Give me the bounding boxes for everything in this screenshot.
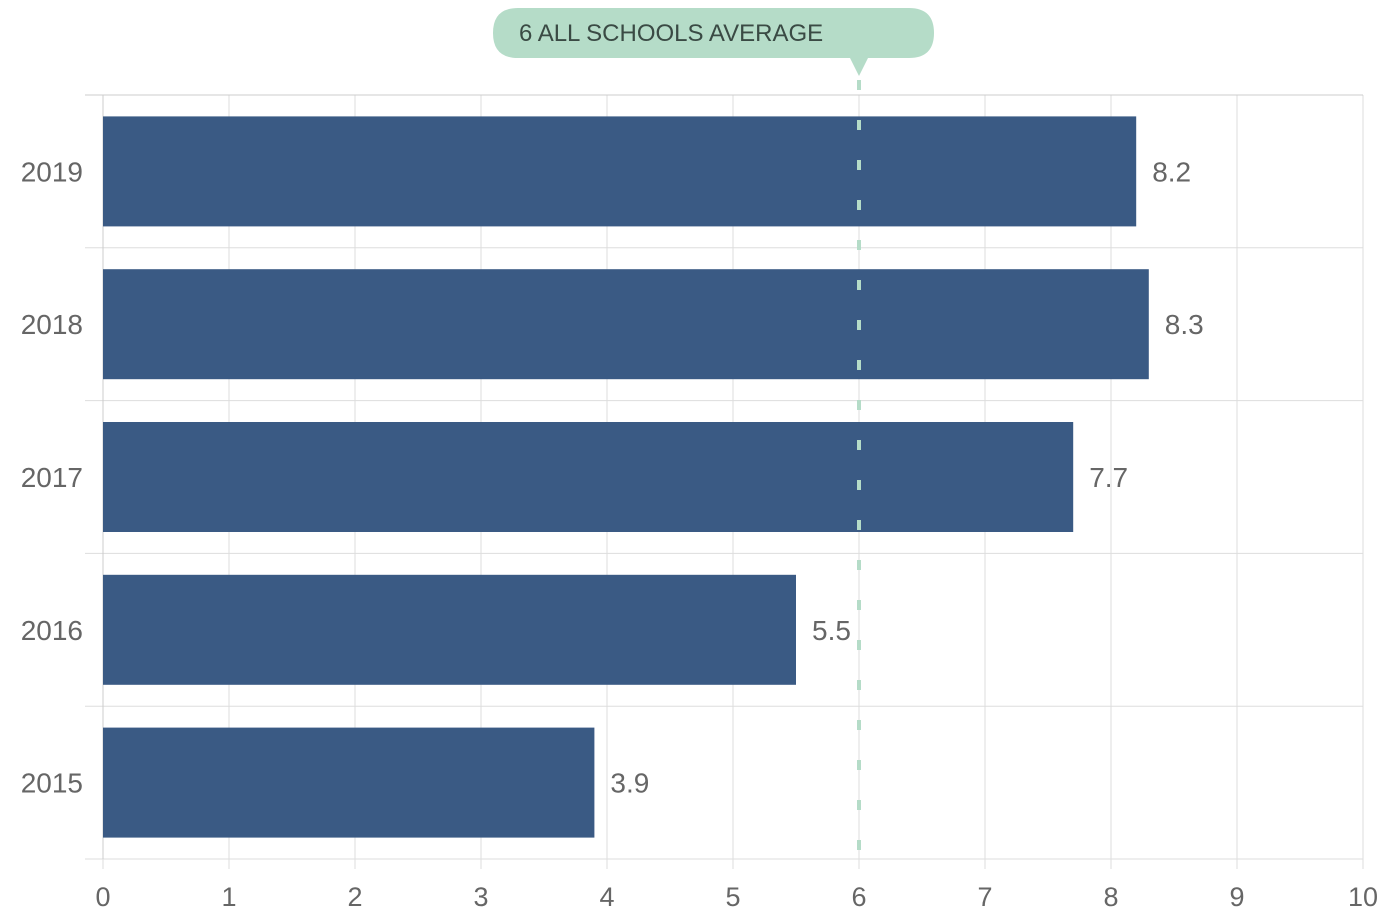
- category-label: 2017: [21, 462, 83, 493]
- x-tick-label: 4: [599, 882, 614, 912]
- value-label: 8.3: [1165, 309, 1204, 340]
- labels: 0 1 2 3 4 5 6 7 8 9 10 2019 8.2 2018 8.3 2017 7.7 2016 5.5…: [21, 156, 1378, 912]
- x-tick-label: 5: [725, 882, 740, 912]
- x-tick-label: 1: [221, 882, 236, 912]
- average-callout: 6 ALL SCHOOLS AVERAGE: [493, 8, 934, 76]
- x-tick-label: 6: [851, 882, 866, 912]
- average-callout-label: 6 ALL SCHOOLS AVERAGE: [519, 20, 823, 47]
- x-tick-label: 9: [1229, 882, 1244, 912]
- category-label: 2019: [21, 156, 83, 187]
- value-label: 8.2: [1152, 156, 1191, 187]
- value-label: 5.5: [812, 615, 851, 646]
- value-label: 7.7: [1089, 462, 1128, 493]
- value-label: 3.9: [610, 768, 649, 799]
- x-tick-label: 8: [1103, 882, 1118, 912]
- x-tick-label: 3: [473, 882, 488, 912]
- x-tick-label: 0: [95, 882, 110, 912]
- average-callout-bubble: [493, 8, 934, 76]
- bar-2018: [103, 269, 1149, 380]
- bars: [103, 116, 1149, 838]
- bar-2019: [103, 116, 1137, 227]
- bar-2017: [103, 422, 1074, 532]
- category-label: 2016: [21, 615, 83, 646]
- x-tick-label: 7: [977, 882, 992, 912]
- category-label: 2015: [21, 768, 83, 799]
- bar-2015: [103, 727, 595, 838]
- x-tick-label: 2: [347, 882, 362, 912]
- category-label: 2018: [21, 309, 83, 340]
- bar-2016: [103, 574, 796, 685]
- x-tick-label: 10: [1348, 882, 1378, 912]
